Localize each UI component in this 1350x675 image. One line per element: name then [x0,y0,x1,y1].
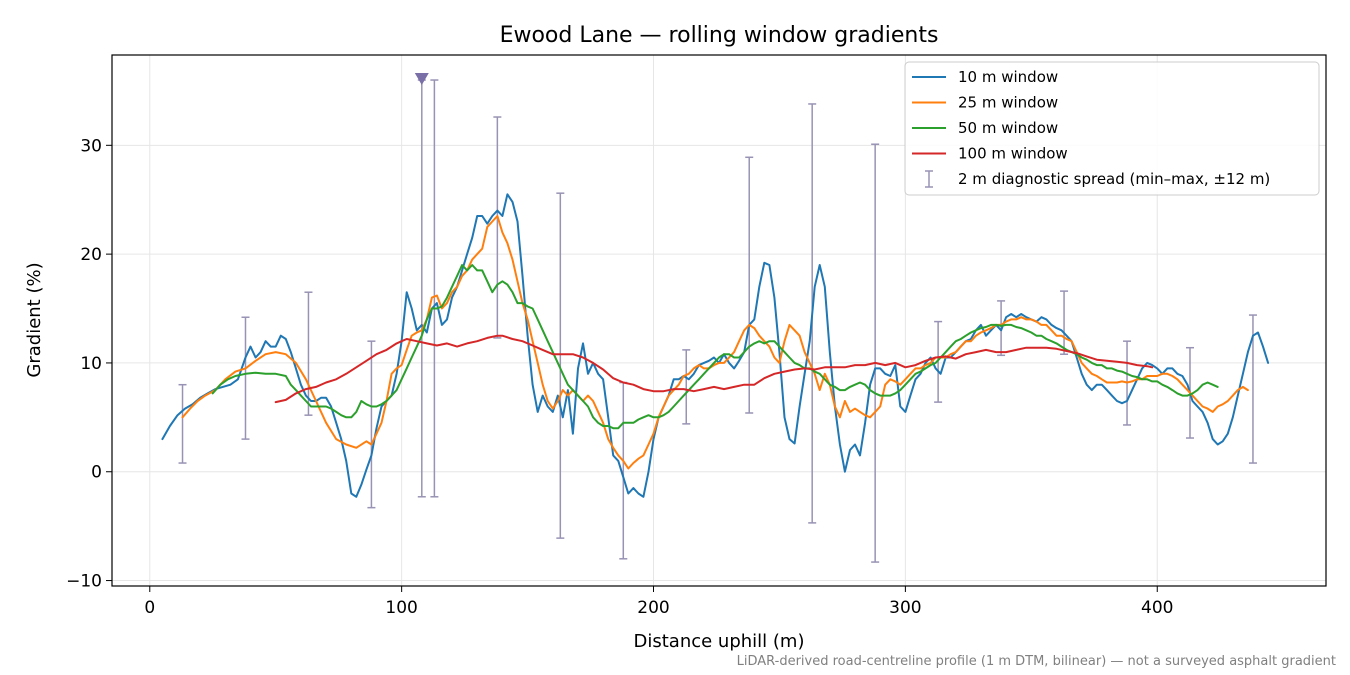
clipped-marker [414,72,429,85]
x-tick-label: 300 [889,598,921,618]
diagnostic-spreads [178,72,1257,563]
x-tick-label: 200 [637,598,669,618]
footnote: LiDAR-derived road-centreline profile (1… [737,654,1336,669]
legend: 10 m window 25 m window 50 m window 100 m w… [904,61,1320,196]
x-axis-ticks: 0 100 200 300 400 [144,586,1173,618]
x-tick-label: 0 [144,598,155,618]
legend-label: 10 m window [958,68,1058,86]
x-axis-label: Distance uphill (m) [634,631,805,652]
legend-label: 50 m window [958,119,1058,137]
x-tick-label: 100 [385,598,417,618]
y-tick-label: −10 [66,572,102,592]
legend-box [904,61,1320,196]
y-tick-label: 30 [80,136,102,156]
y-tick-label: 0 [91,463,102,483]
series-line [274,334,1154,404]
y-tick-label: 10 [80,354,102,374]
series-line [211,264,1219,430]
y-axis-ticks: −10 0 10 20 30 [66,136,112,592]
series-line [161,193,1270,498]
legend-label: 25 m window [958,94,1058,112]
plot-frame [111,54,1327,587]
chart-title: Ewood Lane — rolling window gradients [500,23,939,48]
series-line [181,215,1249,470]
legend-label: 2 m diagnostic spread (min–max, ±12 m) [958,170,1270,188]
y-tick-label: 20 [80,245,102,265]
legend-label: 100 m window [958,145,1068,163]
x-tick-label: 400 [1141,598,1173,618]
y-axis-label: Gradient (%) [24,262,45,377]
series-lines [161,193,1270,498]
